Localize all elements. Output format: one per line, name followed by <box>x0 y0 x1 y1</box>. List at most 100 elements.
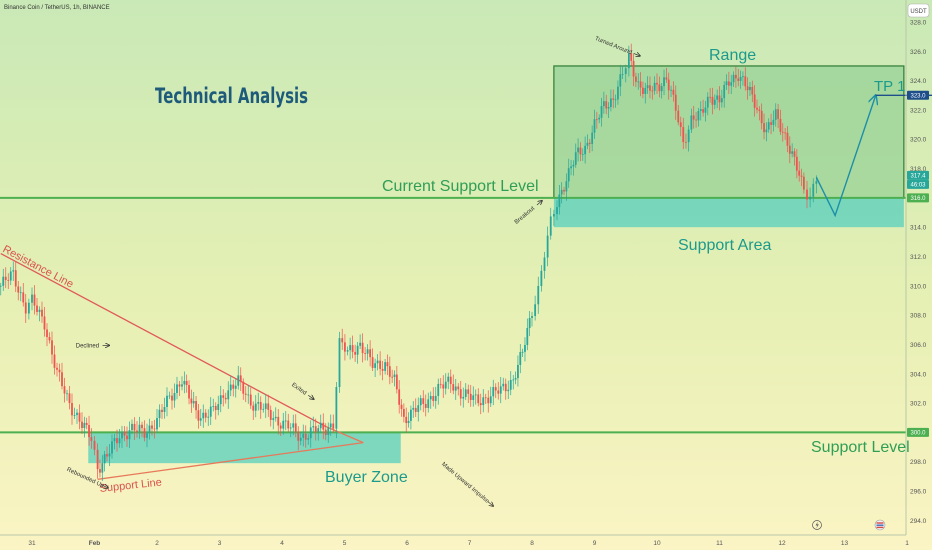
breakout-annotation: Breakout <box>514 206 537 226</box>
candle <box>78 404 81 430</box>
support-area-label: Support Area <box>678 237 772 254</box>
candle <box>143 420 146 442</box>
candle <box>329 414 332 436</box>
candle <box>138 416 141 439</box>
candle <box>492 379 495 406</box>
candle-body <box>123 431 126 436</box>
candle-body <box>146 433 148 438</box>
candle-body <box>386 362 389 367</box>
candle <box>12 261 15 282</box>
candle-body <box>335 386 338 429</box>
candle <box>690 108 693 134</box>
candle-body <box>572 164 575 167</box>
lightning-icon[interactable] <box>812 520 822 530</box>
candle-body <box>161 409 163 412</box>
candle-body <box>292 423 295 428</box>
candle-body <box>749 86 751 91</box>
candle-body <box>354 351 357 355</box>
candle <box>121 425 123 448</box>
candle <box>76 408 78 424</box>
candle <box>63 377 66 403</box>
countdown-badge <box>907 179 929 189</box>
candle-body <box>22 292 25 303</box>
candle-body <box>735 74 737 79</box>
candle <box>422 390 425 413</box>
candle <box>469 384 472 407</box>
candle <box>635 72 637 88</box>
candle <box>711 87 714 115</box>
candle-body <box>744 76 747 87</box>
candle <box>254 395 257 418</box>
candle <box>605 94 608 115</box>
candle <box>195 395 197 419</box>
candle-body <box>106 454 108 457</box>
candle-body <box>716 95 719 100</box>
support-line-label: Support Line <box>99 477 162 495</box>
candle-body <box>447 376 450 382</box>
candle-body <box>644 88 647 94</box>
candle <box>672 81 675 102</box>
candle <box>83 416 86 438</box>
candle-body <box>227 390 230 400</box>
made-upward-impulse-arrow <box>487 502 493 506</box>
candle-body <box>199 418 202 421</box>
candle-body <box>697 110 700 121</box>
currency-badge[interactable] <box>907 3 930 18</box>
candle <box>695 111 697 128</box>
candle-body <box>168 395 171 397</box>
candle <box>593 109 596 139</box>
support-line <box>97 442 364 480</box>
wedge-apex-line <box>325 425 364 444</box>
candle-body <box>457 386 460 390</box>
candle <box>660 82 663 99</box>
candle <box>252 401 255 420</box>
candle <box>277 409 280 435</box>
candle <box>514 371 517 385</box>
candle <box>224 392 227 404</box>
candle <box>610 89 612 112</box>
candle <box>487 390 490 413</box>
candle <box>322 413 325 440</box>
candle-body <box>229 384 232 391</box>
candle <box>412 401 415 418</box>
candle-body <box>642 87 644 94</box>
candle-body <box>366 349 369 354</box>
candle-body <box>83 422 86 429</box>
candle-body <box>237 375 240 386</box>
candle <box>697 107 700 127</box>
candle <box>402 403 405 423</box>
candle <box>190 389 193 413</box>
candle <box>570 159 572 176</box>
candle <box>770 113 772 135</box>
candle <box>282 412 285 435</box>
candle <box>2 268 5 291</box>
y-tick-label: 298.0 <box>910 459 927 466</box>
candle-body <box>514 378 517 380</box>
buyer-zone-label: Buyer Zone <box>325 469 408 486</box>
candle-body <box>419 398 422 406</box>
support-top-price-badge-text: 316.0 <box>910 196 926 202</box>
candle-body <box>793 151 796 157</box>
candle-body <box>492 387 495 397</box>
candle-body <box>56 367 58 370</box>
candle <box>123 426 126 442</box>
candle-body <box>702 109 704 113</box>
candle-body <box>359 342 362 346</box>
candle-body <box>685 142 687 143</box>
candle-body <box>234 385 237 389</box>
flag-icon[interactable] <box>874 519 886 531</box>
candle-body <box>111 441 113 454</box>
candle-body <box>546 235 549 258</box>
candle <box>798 161 801 182</box>
candle <box>791 143 794 158</box>
candle <box>809 187 812 208</box>
candle <box>793 148 796 166</box>
candle <box>364 347 367 361</box>
candle <box>706 92 709 116</box>
x-tick-label: 3 <box>218 540 222 547</box>
candle <box>356 342 359 364</box>
candle <box>4 267 7 289</box>
candle <box>81 412 83 434</box>
candle <box>447 372 450 390</box>
candle <box>386 354 389 376</box>
